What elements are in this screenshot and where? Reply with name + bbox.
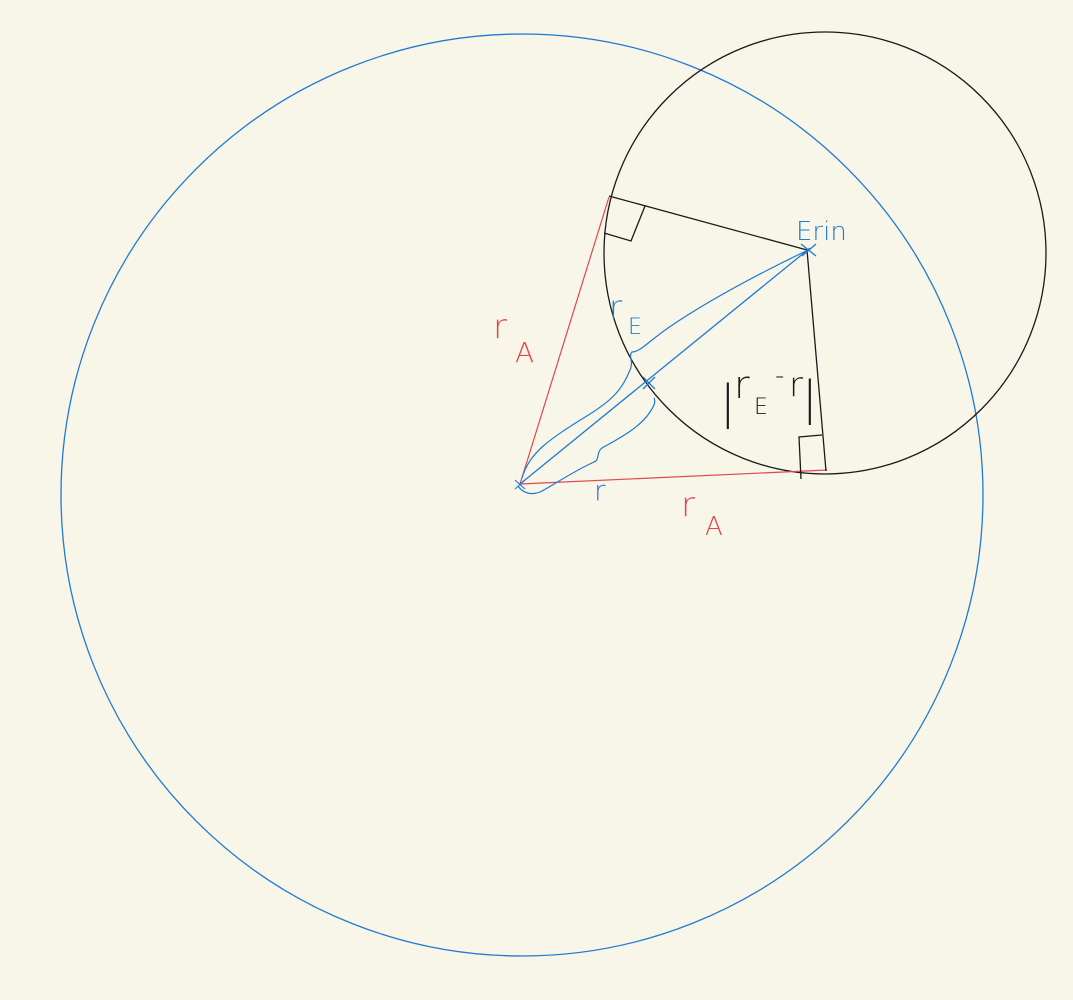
right-angle-mark-top (603, 205, 646, 242)
diff-bar-right: | (802, 371, 818, 426)
r-e-label: r (609, 288, 623, 326)
red-radius-line-horizontal (519, 469, 828, 485)
r-a-bottom-label: r (681, 485, 695, 525)
center-marker (514, 479, 526, 490)
r-e-subscript: E (628, 315, 642, 340)
black-circle (603, 31, 1047, 475)
r-a-left-subscript: A (515, 336, 534, 369)
right-angle-mark-bottom (798, 434, 823, 480)
diff-bar-left: | (720, 375, 736, 430)
diff-r-label: r (734, 363, 750, 407)
r-a-bottom-subscript: A (705, 512, 723, 542)
intersection-marker (642, 376, 656, 390)
erin-label: Erin (796, 217, 847, 247)
diff-minus: - (775, 361, 784, 391)
erin-marker (800, 243, 817, 257)
black-line-vertical (806, 249, 827, 472)
blue-line-center-to-erin (519, 247, 811, 485)
red-radius-line-upper (519, 196, 610, 485)
r-a-left-label: r (493, 307, 507, 347)
diff-r2-label: r (789, 365, 803, 405)
r-label: r (594, 474, 606, 507)
brace-r-e (521, 249, 809, 479)
diff-subscript: E (754, 395, 768, 420)
large-blue-circle (60, 33, 984, 957)
black-line-to-tangent (608, 195, 808, 251)
brace-r (517, 397, 656, 495)
